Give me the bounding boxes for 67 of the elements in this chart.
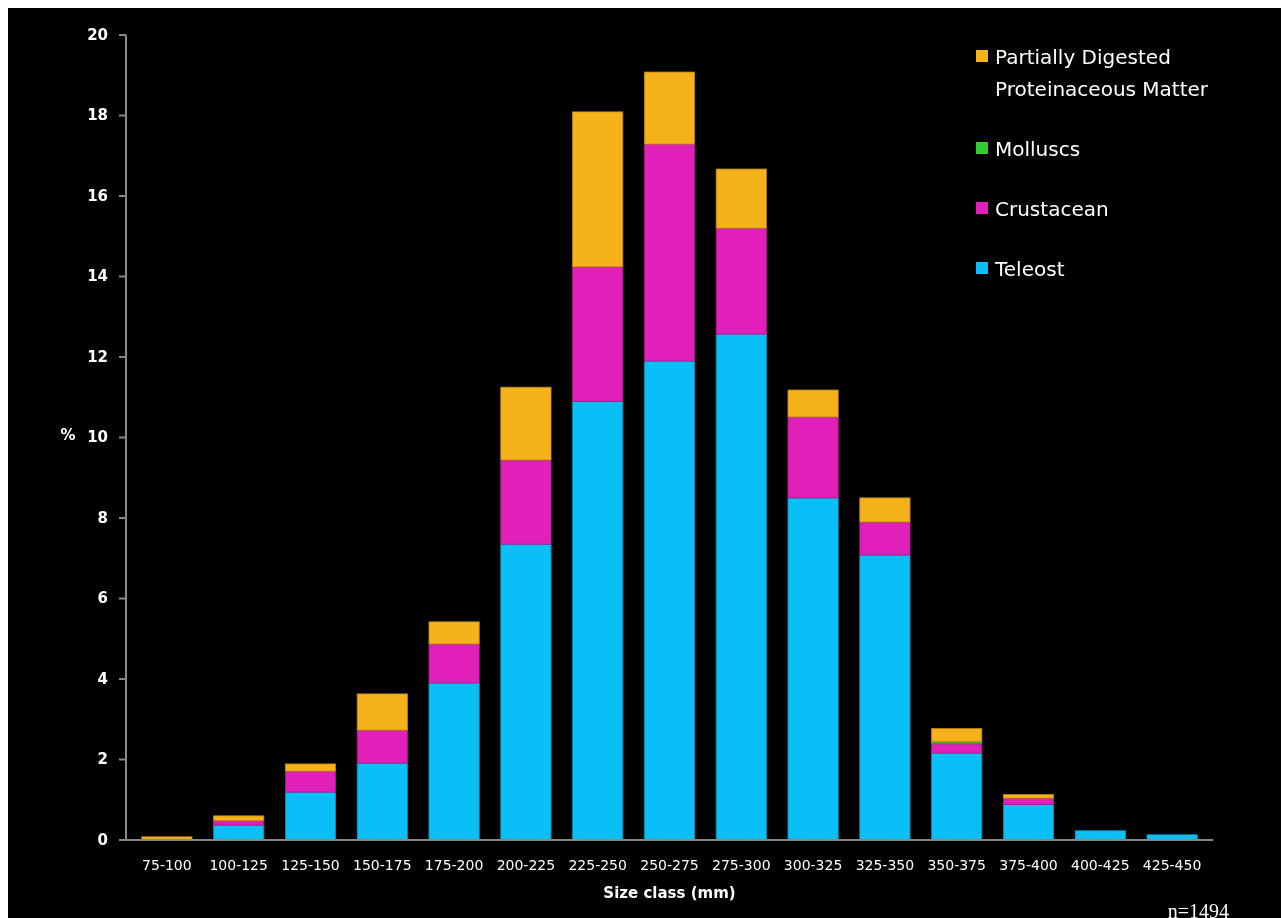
x-tick-label: 100-125 [209, 857, 268, 873]
bar [931, 743, 983, 754]
bar [428, 682, 480, 841]
bar [572, 111, 624, 268]
bar [284, 791, 337, 841]
y-tick-label: 14 [87, 267, 108, 285]
x-tick-label: 200-225 [496, 857, 556, 873]
y-tick-label: 8 [97, 508, 108, 527]
x-tick-label: 275-300 [712, 857, 771, 873]
legend-label: Teleost [994, 256, 1065, 281]
legend-label: Crustacean [995, 196, 1109, 221]
bar [643, 71, 696, 145]
x-tick-label: 175-200 [424, 857, 484, 873]
y-tick-label: 20 [87, 25, 108, 44]
y-tick-label: 4 [97, 669, 108, 688]
bar [715, 227, 767, 335]
bar [572, 266, 624, 402]
y-tick-label: 16 [87, 186, 108, 205]
legend-label: Molluscs [995, 136, 1081, 161]
x-tick-label: 350-375 [927, 857, 986, 873]
bar [213, 820, 265, 826]
x-tick-label: 125-150 [281, 857, 340, 873]
y-tick-label: 10 [87, 428, 108, 446]
bar [859, 497, 911, 523]
bar [787, 416, 839, 499]
bar [859, 521, 911, 556]
bar [715, 168, 767, 229]
bar [931, 752, 983, 841]
x-tick-label: 325-350 [855, 857, 915, 873]
x-tick-label: 375-400 [999, 857, 1058, 873]
x-axis-title: Size class (mm) [603, 884, 736, 902]
x-tick-label: 400-425 [1071, 857, 1130, 873]
text: n=1494 [1167, 900, 1229, 918]
bar [572, 400, 624, 841]
x-tick-label: 425-450 [1142, 857, 1202, 873]
bar [428, 621, 480, 645]
bar [931, 728, 983, 743]
x-tick-label: 150-175 [353, 857, 412, 873]
y-tick-label: 12 [87, 347, 108, 366]
bar [500, 543, 552, 841]
legend-label: Partially Digested Proteinaceous Matter [995, 44, 1209, 101]
bar [213, 815, 265, 822]
x-tick-label: 75-100 [142, 857, 192, 873]
bar [356, 693, 408, 731]
bar [715, 333, 767, 841]
bar [787, 389, 839, 418]
bar [500, 459, 552, 545]
y-tick-label: 0 [97, 830, 108, 849]
bar [787, 497, 839, 841]
y-tick-label: 2 [97, 750, 108, 768]
bar [500, 386, 552, 461]
bar [284, 763, 337, 772]
bar [859, 554, 911, 841]
bar [428, 643, 480, 684]
y-axis-title: % [60, 426, 76, 444]
bar [1002, 804, 1055, 841]
y-tick-label: 18 [87, 106, 108, 124]
x-tick-label: 225-250 [568, 857, 627, 873]
bar [1002, 794, 1055, 799]
bar [643, 143, 696, 362]
bar [356, 729, 408, 764]
y-tick-label: 6 [97, 589, 108, 607]
x-tick-label: 300-325 [783, 857, 843, 873]
bar [643, 360, 696, 841]
bar [356, 762, 408, 841]
x-tick-label: 250-275 [640, 857, 699, 873]
bar [284, 770, 337, 793]
